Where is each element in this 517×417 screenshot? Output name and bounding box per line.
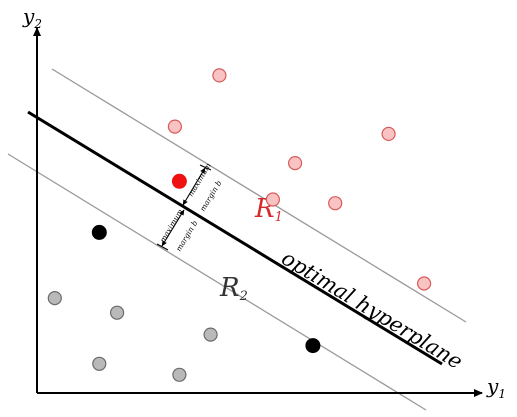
class1-point (328, 196, 343, 211)
y1-axis-label: y1 (486, 374, 506, 401)
class2-support-vector (305, 338, 321, 354)
class2-point (203, 327, 218, 342)
optimal-hyperplane-line (27, 110, 443, 366)
y2-axis-label: y2 (22, 4, 42, 31)
class1-point (167, 119, 182, 134)
class2-point (47, 291, 62, 306)
class2-support-vector (91, 224, 107, 240)
class1-point (417, 276, 432, 291)
class1-point (288, 156, 303, 171)
upper-margin-tick (199, 164, 212, 171)
lower-margin-label-margin: margin b (174, 219, 200, 253)
class2-point (92, 356, 107, 371)
lower-margin-line (7, 153, 427, 411)
data-points (47, 68, 432, 382)
class2-point (109, 305, 125, 320)
class1-support-vector (171, 173, 187, 189)
class2-point (172, 367, 187, 382)
lower-margin-tick (156, 243, 169, 251)
class1-point (212, 68, 227, 83)
class1-point (381, 126, 396, 141)
class1-point (265, 192, 280, 207)
upper-margin-line (51, 68, 467, 323)
lower-margin-arrow (161, 209, 185, 247)
region-r2-label: R2 (219, 273, 248, 304)
upper-margin-arrow (182, 167, 206, 206)
